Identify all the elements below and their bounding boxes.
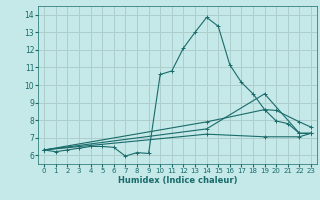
X-axis label: Humidex (Indice chaleur): Humidex (Indice chaleur) xyxy=(118,176,237,185)
